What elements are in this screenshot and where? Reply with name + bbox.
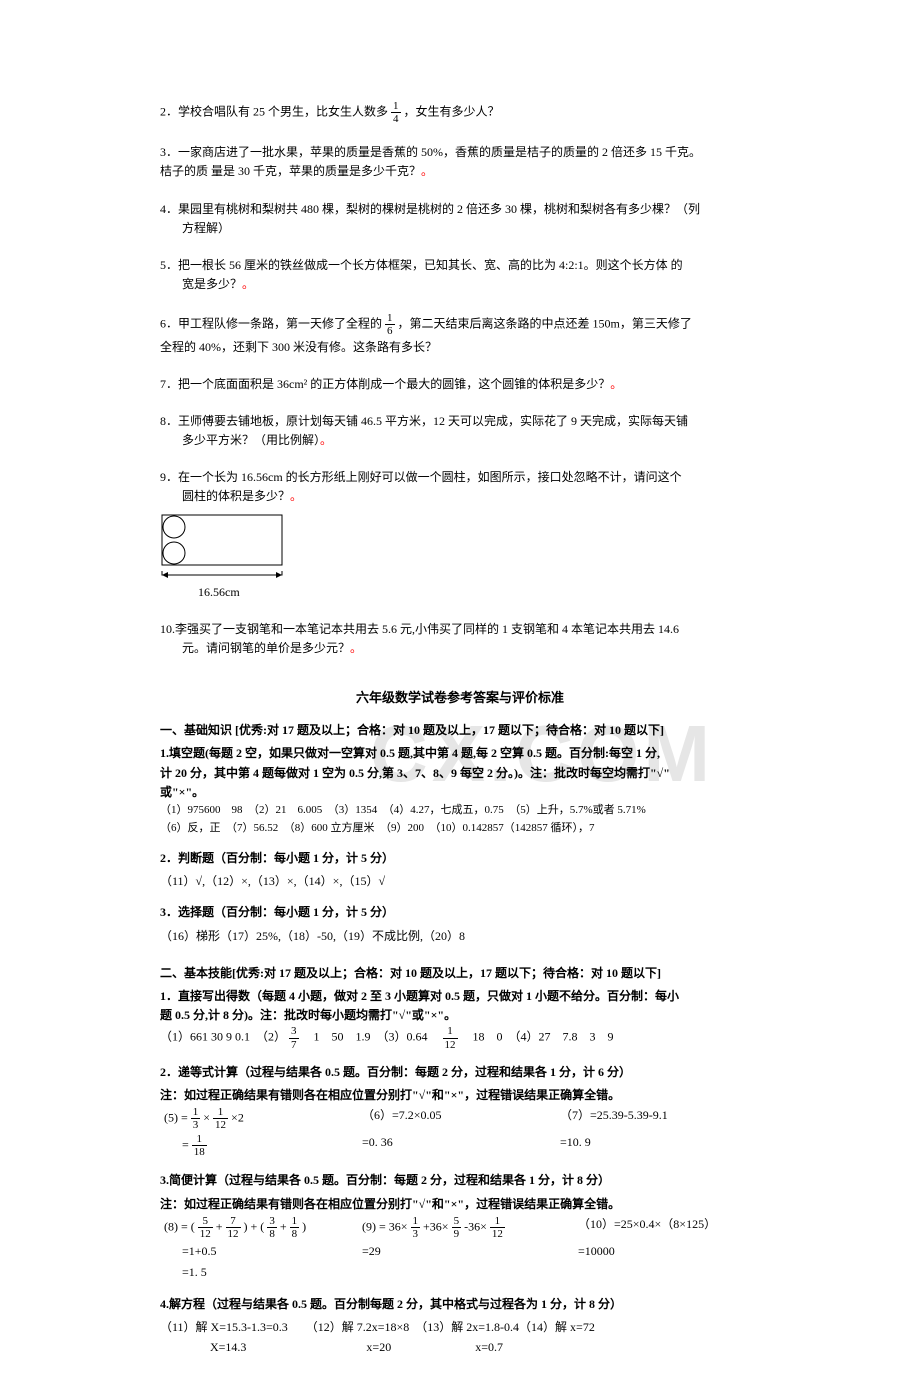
p2-post: ，女生有多少人？ [404,104,500,118]
red-marker: 。 [242,277,254,291]
fill-blank-head-1: 1.填空题(每题 2 空，如果只做对一空算对 0.5 题,其中第 4 题,每 2… [160,744,760,763]
simple-calc-head2: 注：如过程正确结果有错则各在相应位置分别打"√"和"×"，过程错误结果正确算全错… [160,1195,760,1214]
fill-blank-head-2: 计 20 分，其中第 4 题每做对 1 空为 0.5 分,第 3、7、8、9 每… [160,764,760,783]
problem-2: 2．学校合唱队有 25 个男生，比女生人数多 14 ，女生有多少人？ [160,100,760,125]
p8-line2: 多少平方米？（用比例解）。 [160,431,760,450]
equation-row1: （11）解 X=15.3-1.3=0.3 （12）解 7.2x=18×8 （13… [160,1318,760,1337]
direct-calc-head2: 题 0.5 分,计 8 分)。注：批改时每小题均需打"√"或"×"。 [160,1006,760,1025]
choice-head: 3．选择题（百分制：每小题 1 分，计 5 分） [160,903,760,922]
fill-blank-row1: （1）975600 98 （2）21 6.005 （3）1354 （4）4.27… [160,802,760,820]
section2-head: 二、基本技能[优秀:对 17 题及以上；合格：对 10 题及以上，17 题以下；… [160,964,760,983]
choice-answers: （16）梯形（17）25%,（18）-50,（19）不成比例,（20）8 [160,927,760,946]
p10-line1: 10.李强买了一支钢笔和一本笔记本共用去 5.6 元,小伟买了同样的 1 支钢笔… [160,620,760,639]
p9-line2: 圆柱的体积是多少？。 [160,487,760,506]
p2-pre: 2．学校合唱队有 25 个男生，比女生人数多 [160,104,388,118]
red-marker: 。 [350,641,362,655]
red-marker: 。 [320,433,332,447]
problem-9: 9．在一个长为 16.56cm 的长方形纸上刚好可以做一个圆柱，如图所示，接口处… [160,468,760,602]
p10-line2: 元。请问钢笔的单价是多少元？。 [160,639,760,658]
p5-line1: 5．把一根长 56 厘米的铁丝做成一个长方体框架，已知其长、宽、高的比为 4:2… [160,256,760,275]
p3-line1: 3．一家商店进了一批水果，苹果的质量是香蕉的 50%，香蕉的质量是桔子的质量的 … [160,143,760,162]
problem-7: 7．把一个底面面积是 36cm² 的正方体削成一个最大的圆锥，这个圆锥的体积是多… [160,375,760,394]
problem-4: 4．果园里有桃树和梨树共 480 棵，梨树的棵树是桃树的 2 倍还多 30 棵，… [160,200,760,238]
equation-row2: X=14.3 x=20 x=0.7 [160,1338,760,1357]
problem-10: 10.李强买了一支钢笔和一本笔记本共用去 5.6 元,小伟买了同样的 1 支钢笔… [160,620,760,658]
step-calc-head2: 注：如过程正确结果有错则各在相应位置分别打"√"和"×"，过程错误结果正确算全错… [160,1086,760,1105]
p4-line1: 4．果园里有桃树和梨树共 480 棵，梨树的棵树是桃树的 2 倍还多 30 棵，… [160,200,760,219]
p4-line2: 方程解） [160,219,760,238]
p9-line1: 9．在一个长为 16.56cm 的长方形纸上刚好可以做一个圆柱，如图所示，接口处… [160,468,760,487]
judge-answers: （11）√,（12）×,（13）×,（14）×,（15）√ [160,872,760,891]
simple-calc-table: (8) = ( 512 + 712 ) + ( 38 + 18 ) (9) = … [160,1214,760,1284]
problem-6: 6．甲工程队修一条路，第一天修了全程的 16 ，第二天结束后离这条路的中点还差 … [160,312,760,356]
p3-line2: 桔子的质 量是 30 千克，苹果的质量是多少千克？。 [160,162,760,181]
fill-blank-row2: （6）反，正 （7）56.52 （8）600 立方厘米 （9）200 （10）0… [160,820,760,838]
section1-head: 一、基础知识 [优秀:对 17 题及以上；合格：对 10 题及以上，17 题以下… [160,721,760,740]
red-marker: 。 [421,164,433,178]
p6-b: ，第二天结束后离这条路的中点还差 150m，第三天修了 [398,317,692,331]
step-calc-table: (5) = 13 × 112 ×2 （6）=7.2×0.05 （7）=25.39… [160,1105,760,1159]
equation-head: 4.解方程（过程与结果各 0.5 题。百分制每题 2 分，其中格式与过程各为 1… [160,1295,760,1314]
problem-8: 8．王师傅要去铺地板，原计划每天铺 46.5 平方米，12 天可以完成，实际花了… [160,412,760,450]
simple-calc-head1: 3.简便计算（过程与结果各 0.5 题。百分制：每题 2 分，过程和结果各 1 … [160,1171,760,1190]
red-marker: 。 [610,377,622,391]
direct-calc-head1: 1．直接写出得数（每题 4 小题，做对 2 至 3 小题算对 0.5 题，只做对… [160,987,760,1006]
p6-a: 6．甲工程队修一条路，第一天修了全程的 [160,317,382,331]
p8-line1: 8．王师傅要去铺地板，原计划每天铺 46.5 平方米，12 天可以完成，实际花了… [160,412,760,431]
fill-blank-head-3: 或"×"。 [160,783,760,802]
p5-line2: 宽是多少？。 [160,275,760,294]
problem-5: 5．把一根长 56 厘米的铁丝做成一个长方体框架，已知其长、宽、高的比为 4:2… [160,256,760,294]
problem-3: 3．一家商店进了一批水果，苹果的质量是香蕉的 50%，香蕉的质量是桔子的质量的 … [160,143,760,181]
cylinder-diagram: 16.56cm [160,513,760,602]
answer-key-title: 六年级数学试卷参考答案与评价标准 [160,688,760,709]
direct-calc-ans: （1）661 30 9 0.1 （2） 37 1 50 1.9 （3）0.64 … [160,1025,760,1050]
p2-fraction: 14 [391,100,401,125]
p6-fraction: 16 [385,312,395,337]
judge-head: 2．判断题（百分制：每小题 1 分，计 5 分） [160,849,760,868]
red-marker: 。 [290,489,302,503]
p6-c: 全程的 40%，还剩下 300 米没有修。这条路有多长？ [160,338,760,357]
step-calc-head1: 2．递等式计算（过程与结果各 0.5 题。百分制：每题 2 分，过程和结果各 1… [160,1063,760,1082]
